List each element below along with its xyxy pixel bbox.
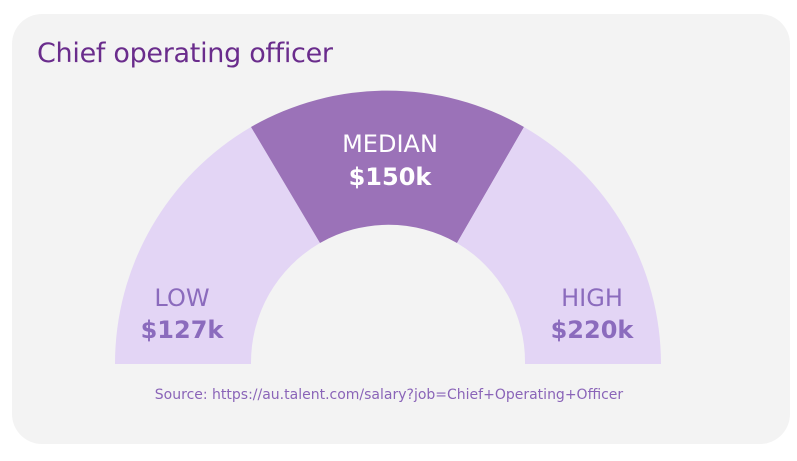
low-name-label: LOW (154, 284, 209, 312)
low-value-label: $127k (141, 316, 225, 344)
segment-low (114, 127, 320, 364)
high-value-label: $220k (551, 316, 635, 344)
chart-title: Chief operating officer (37, 38, 333, 69)
source-note: Source: https://au.talent.com/salary?job… (154, 387, 624, 403)
median-value-label: $150k (349, 163, 433, 191)
segment-median (251, 90, 524, 243)
chart-card (12, 14, 790, 444)
median-name-label: MEDIAN (342, 130, 438, 158)
segment-high (457, 127, 661, 364)
high-name-label: HIGH (561, 284, 623, 312)
